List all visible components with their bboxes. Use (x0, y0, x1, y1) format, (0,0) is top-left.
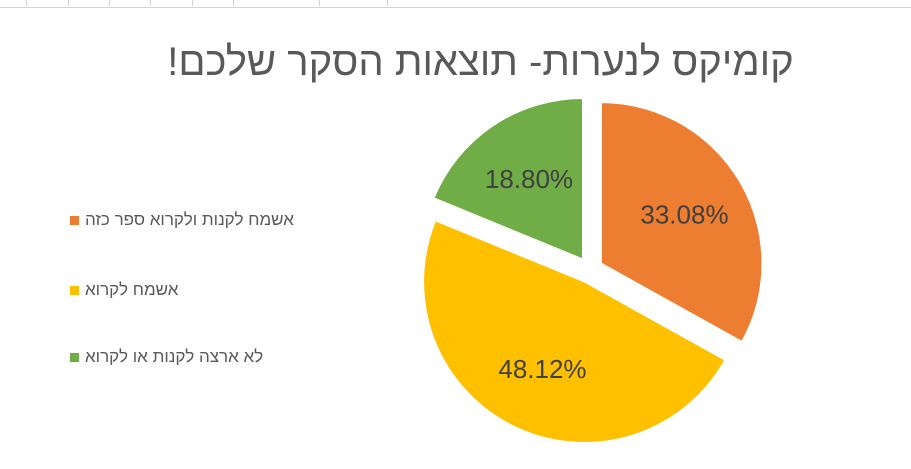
legend-swatch (70, 285, 79, 295)
pie-slice (422, 219, 727, 444)
legend-swatch (70, 352, 79, 362)
legend-item: אשמח לקנות ולקרוא ספר כזה (70, 210, 294, 230)
column-divider (109, 0, 110, 6)
column-divider (233, 0, 234, 6)
legend-item: לא ארצה לקנות או לקרוא (70, 347, 263, 367)
column-divider (319, 0, 320, 6)
data-label: 33.08% (640, 199, 728, 229)
column-divider (192, 0, 193, 6)
legend-label: אשמח לקנות ולקרוא ספר כזה (85, 210, 294, 229)
chart-title: קומיקס לנערות- תוצאות הסקר שלכם! (167, 40, 794, 84)
pie-slice (432, 97, 584, 261)
column-divider (150, 0, 151, 6)
spreadsheet-gridlines (0, 0, 911, 8)
pie-slice (600, 101, 763, 343)
column-divider (387, 0, 388, 6)
legend-label: אשמח לקרוא (85, 280, 179, 299)
legend-label: לא ארצה לקנות או לקרוא (85, 347, 264, 366)
legend-swatch (70, 215, 79, 225)
data-label: 18.80% (485, 164, 573, 194)
data-label: 48.12% (498, 354, 586, 384)
column-divider (26, 0, 27, 6)
column-divider (68, 0, 69, 6)
legend-item: אשמח לקרוא (70, 280, 178, 300)
